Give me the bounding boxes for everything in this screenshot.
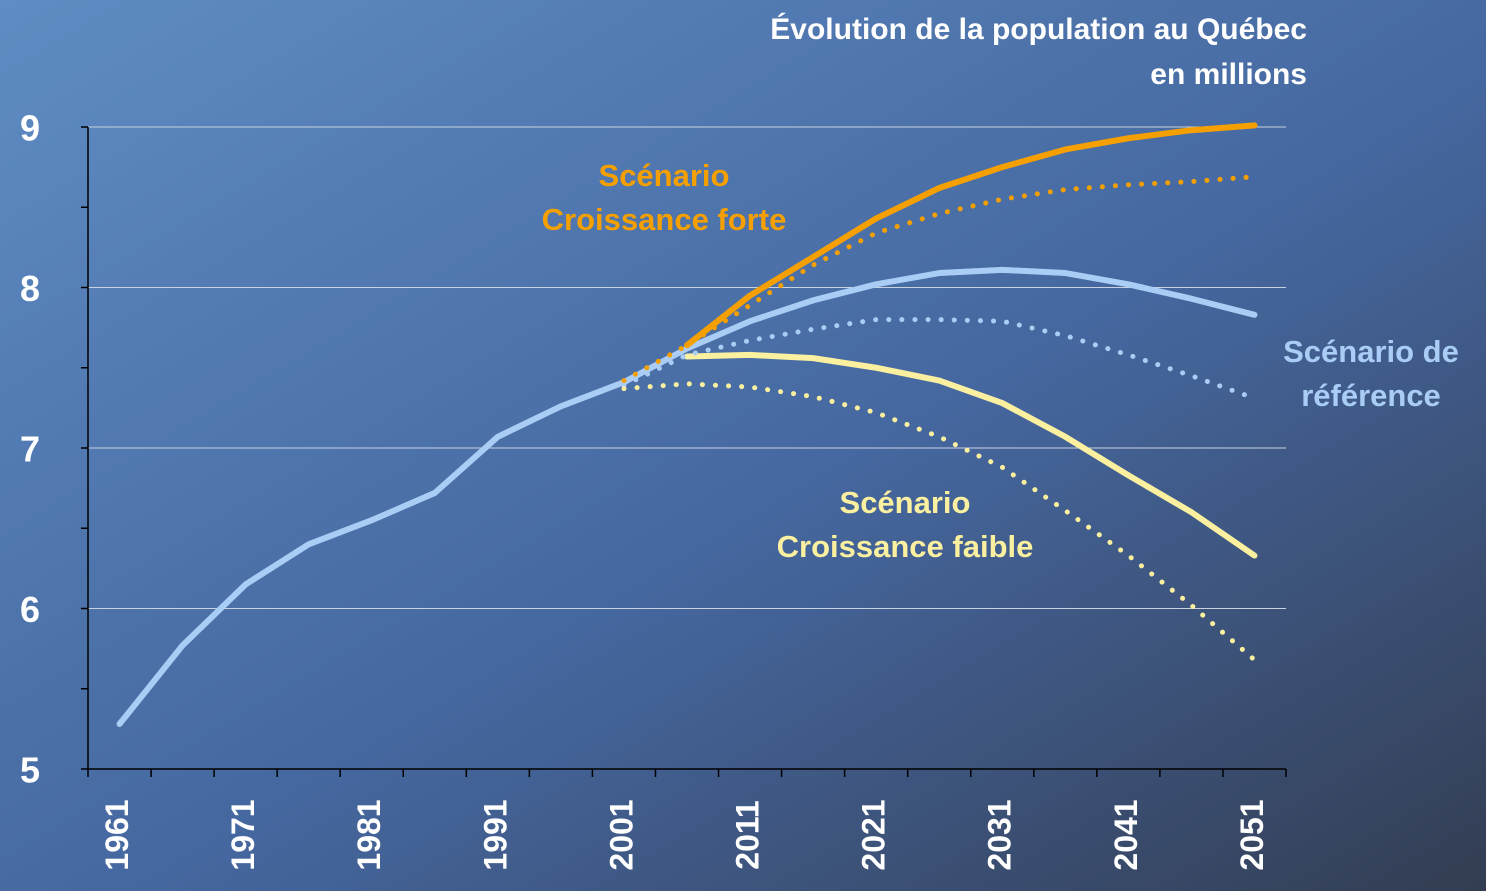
x-tick-label: 2051: [1234, 799, 1270, 870]
y-tick-label: 8: [20, 268, 40, 309]
annotation: référence: [1301, 378, 1441, 413]
x-tick-label: 1991: [477, 799, 513, 870]
dotted-line: [621, 317, 1257, 401]
x-tick-label: 2041: [1108, 799, 1144, 870]
x-tick-label: 2001: [603, 799, 639, 870]
chart-title: en millions: [1150, 58, 1307, 91]
annotation: Scénario de: [1283, 334, 1459, 369]
x-tick-label: 1961: [99, 799, 135, 870]
x-tick-label: 2011: [730, 800, 766, 869]
annotation: Scénario: [840, 485, 971, 520]
x-tick-label: 1981: [351, 799, 387, 870]
y-tick-label: 5: [20, 750, 40, 791]
chart-title: Évolution de la population au Québec: [770, 12, 1307, 46]
y-tick-label: 6: [20, 589, 40, 630]
line: [684, 122, 1258, 349]
x-tick-label: 2021: [856, 799, 892, 870]
x-tick-label: 1971: [225, 799, 261, 870]
x-tick-label: 2031: [982, 799, 1018, 870]
line: [116, 266, 1258, 728]
y-tick-label: 9: [20, 108, 40, 149]
annotation: Croissance faible: [777, 529, 1034, 564]
dotted-line: [621, 381, 1257, 663]
annotation: Croissance forte: [542, 202, 787, 237]
annotation: Scénario: [599, 158, 730, 193]
y-tick-label: 7: [20, 429, 40, 470]
line: [684, 351, 1258, 559]
